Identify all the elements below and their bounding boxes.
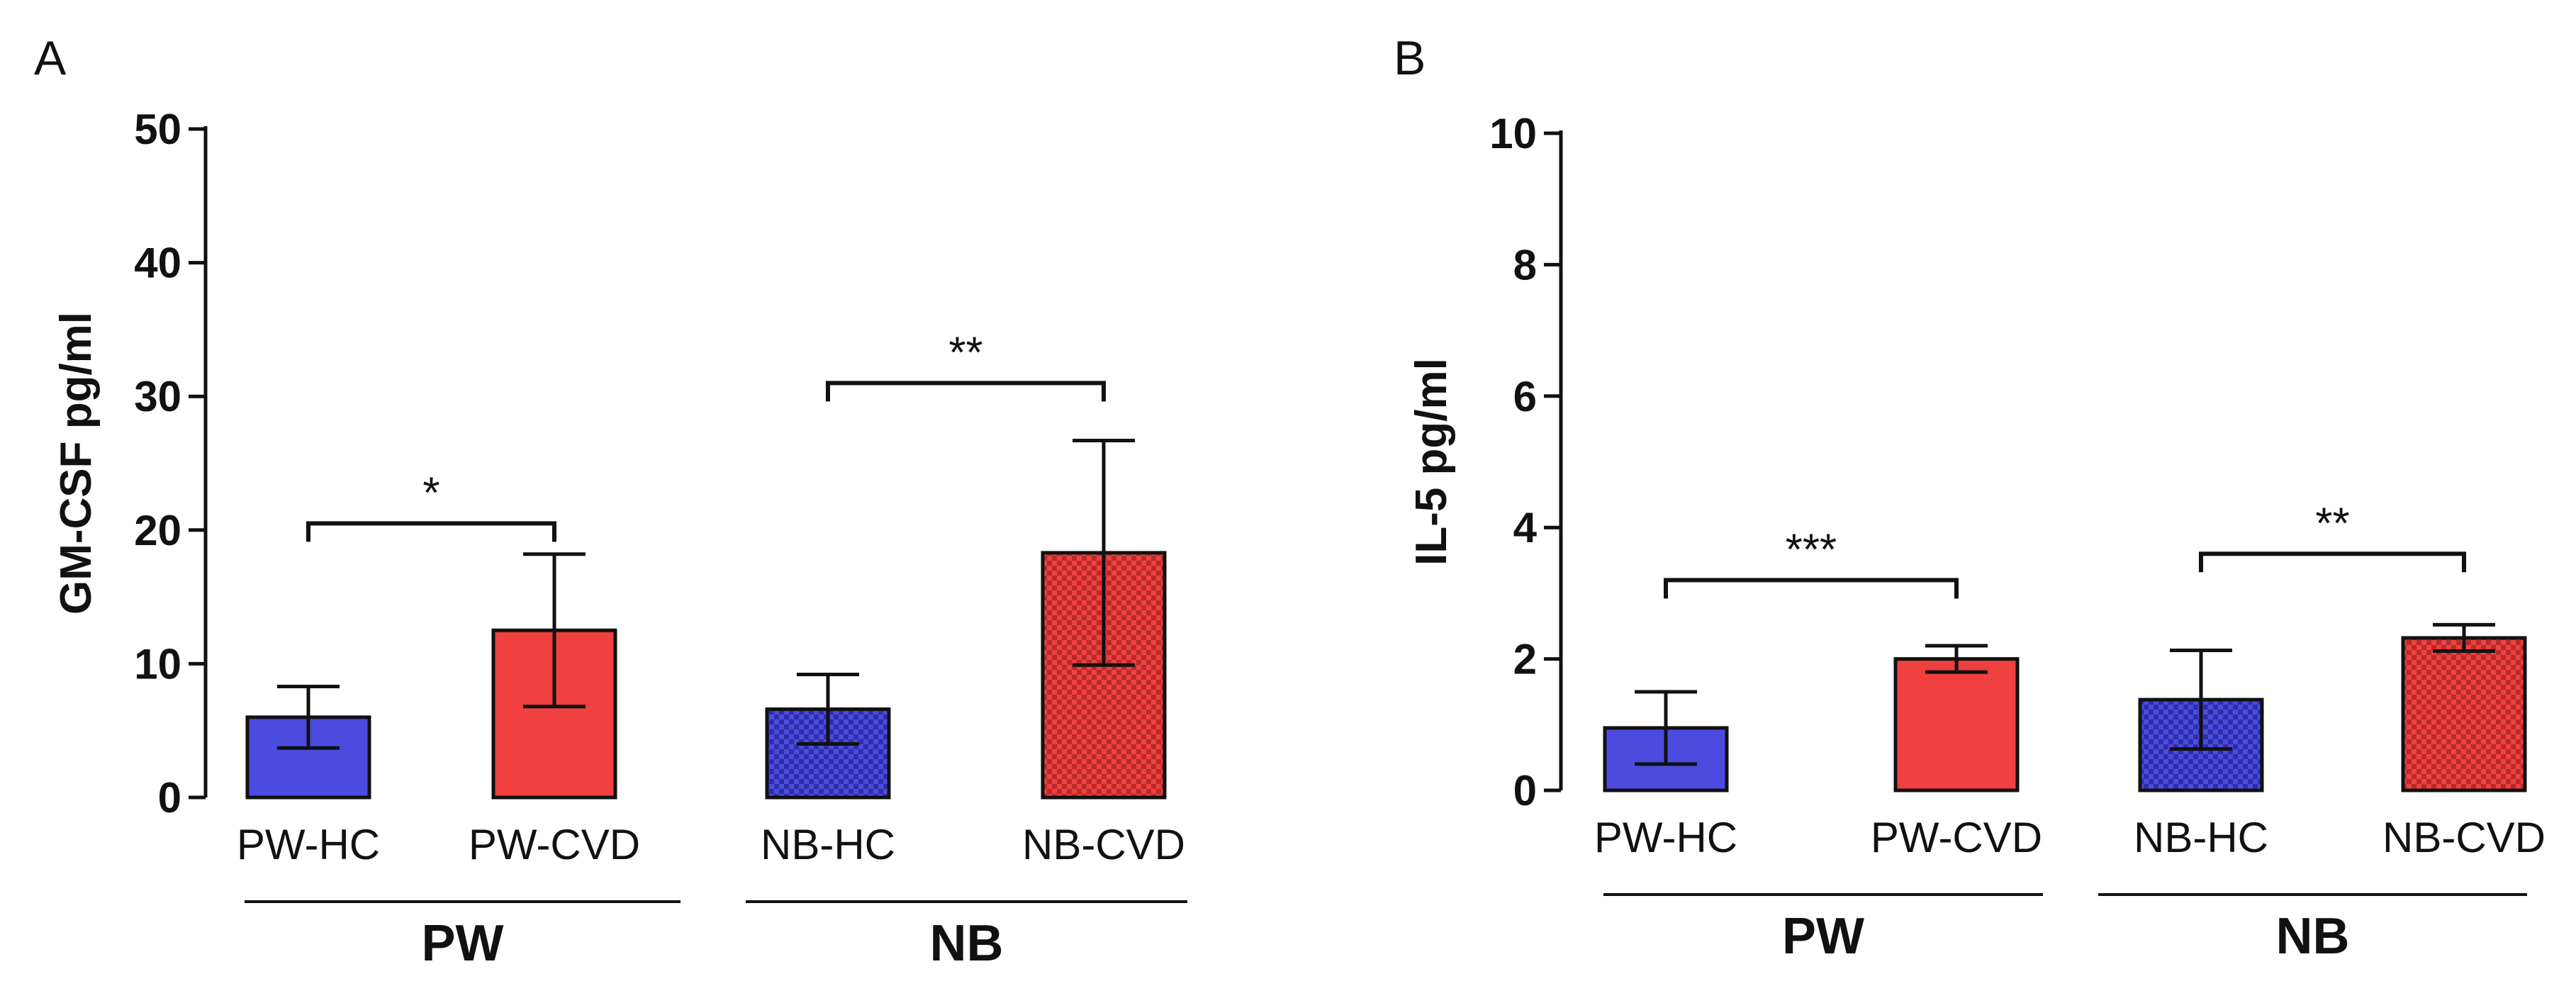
category-label: PW-HC [1594,814,1737,861]
panel-letter: B [1394,31,1426,85]
bar-pw-cvd [1893,657,2020,792]
y-axis-label: GM-CSF pg/ml [52,312,101,615]
category-label: NB-CVD [2382,814,2546,861]
group-label: NB [930,915,1004,972]
y-tick-label: 4 [1513,504,1538,551]
category-label: NB-HC [2134,814,2268,861]
y-tick-label: 10 [134,640,181,688]
significance-label: ** [2315,499,2349,548]
y-tick-label: 40 [134,240,181,287]
y-tick-label: 6 [1513,373,1537,420]
y-tick-label: 2 [1513,636,1537,683]
y-tick-label: 0 [1513,767,1537,814]
y-tick-label: 20 [134,507,181,554]
significance-bracket [306,521,556,542]
significance-label: ** [948,328,982,377]
group-label: PW [1782,908,1864,965]
y-tick-label: 0 [158,774,181,822]
significance-bracket [1664,578,1959,599]
y-tick-label: 30 [134,373,181,420]
group-label: NB [2276,908,2350,965]
panel-b: B IL-5 pg/ml 0 2 4 6 8 10 PW-HC PW-CVD NB-HC NB-CVD… [1394,31,2546,965]
panel-a: A GM-CSF pg/ml 0 10 20 30 40 50 PW-HC PW-CVD NB-HC… [34,31,1187,972]
category-label: PW-HC [237,821,380,868]
category-label: PW-CVD [469,821,640,868]
significance-bracket [826,381,1106,402]
y-axis-label: IL-5 pg/ml [1407,358,1456,566]
group-label: PW [422,915,504,972]
category-label: NB-HC [761,821,895,868]
bar-nb-cvd [2401,636,2527,792]
significance-label: * [422,469,439,517]
y-tick-label: 10 [1489,110,1537,157]
category-label: PW-CVD [1871,814,2042,861]
y-tick-label: 50 [134,106,181,153]
significance-bracket [2199,551,2466,573]
category-label: NB-CVD [1022,821,1185,868]
panel-letter: A [34,31,67,85]
significance-label: *** [1786,525,1837,574]
y-tick-label: 8 [1513,241,1537,288]
